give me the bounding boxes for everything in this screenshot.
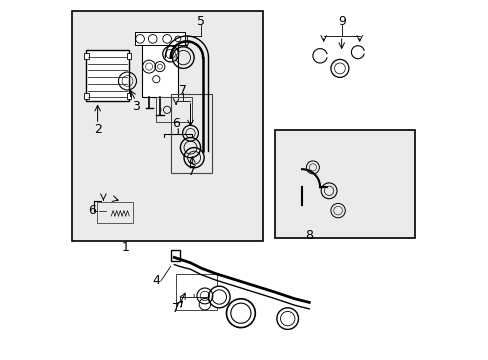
Text: 4: 4 bbox=[152, 274, 160, 287]
Circle shape bbox=[208, 286, 230, 308]
Text: 7: 7 bbox=[188, 165, 196, 177]
Bar bbox=[126, 93, 131, 99]
Text: 6: 6 bbox=[88, 204, 96, 217]
Text: 9: 9 bbox=[337, 15, 345, 28]
Circle shape bbox=[226, 299, 255, 328]
Text: 2: 2 bbox=[94, 123, 102, 136]
Bar bbox=[86, 50, 129, 101]
Text: 8: 8 bbox=[305, 229, 313, 242]
Bar bbox=[84, 93, 88, 99]
Bar bbox=[170, 250, 179, 261]
Text: 7: 7 bbox=[172, 302, 180, 315]
Bar bbox=[84, 53, 88, 59]
Text: 6: 6 bbox=[172, 117, 180, 130]
Text: 7: 7 bbox=[179, 84, 187, 96]
Text: 5: 5 bbox=[196, 15, 204, 28]
Bar bbox=[134, 32, 185, 45]
Bar bbox=[156, 97, 192, 122]
Bar bbox=[126, 53, 131, 59]
Bar bbox=[275, 130, 415, 238]
Bar bbox=[176, 274, 217, 310]
Bar bbox=[142, 43, 178, 97]
Bar bbox=[97, 202, 133, 223]
Text: 1: 1 bbox=[122, 241, 129, 254]
Circle shape bbox=[276, 308, 298, 329]
Text: 3: 3 bbox=[132, 100, 140, 113]
Bar bbox=[72, 11, 262, 241]
Bar bbox=[170, 94, 212, 173]
